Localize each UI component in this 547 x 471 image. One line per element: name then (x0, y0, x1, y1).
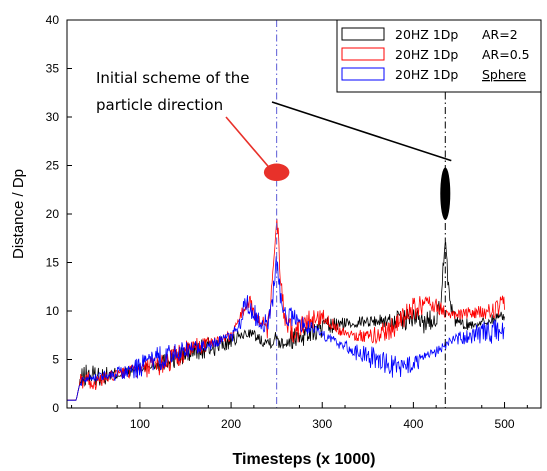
legend-swatch (341, 67, 385, 81)
axis-ticks: 0 5 10 15 20 25 30 35 40 100 200 300 400 500 (46, 13, 528, 431)
legend-swatch (341, 47, 385, 61)
y-tick-label: 35 (46, 62, 60, 76)
legend-config-label: 20HZ 1Dp (395, 47, 458, 62)
red-ellipse-particle (263, 163, 290, 182)
annotation-pointer-black (271, 101, 452, 162)
series-line-3 (67, 256, 505, 401)
y-axis-title: Distance / Dp (10, 169, 27, 259)
x-tick-label: 500 (495, 417, 515, 431)
annotation-text-line1: Initial scheme of the (96, 69, 250, 87)
y-tick-label: 15 (46, 256, 60, 270)
legend-series-label: AR=2 (482, 27, 518, 42)
legend-swatch (341, 27, 385, 41)
legend: 20HZ 1Dp AR=2 20HZ 1Dp AR=0.5 20HZ 1Dp Sphere (336, 19, 542, 93)
annotation-pointer-red (225, 116, 272, 170)
x-tick-label: 100 (130, 417, 150, 431)
y-tick-label: 10 (46, 304, 60, 318)
legend-config-label: 20HZ 1Dp (395, 27, 458, 42)
x-tick-label: 300 (312, 417, 332, 431)
black-ellipse-particle (440, 167, 451, 220)
series-layer (67, 218, 505, 401)
y-tick-label: 5 (52, 353, 59, 367)
series-line-2 (67, 218, 505, 401)
legend-entry: 20HZ 1Dp AR=2 (341, 27, 518, 42)
x-tick-label: 200 (221, 417, 241, 431)
legend-config-label: 20HZ 1Dp (395, 67, 458, 82)
legend-series-label: Sphere (482, 67, 526, 82)
y-tick-label: 20 (46, 207, 60, 221)
legend-series-label: AR=0.5 (482, 47, 530, 62)
y-tick-label: 0 (52, 401, 59, 415)
x-tick-label: 400 (403, 417, 423, 431)
annotation-text-line2: particle direction (96, 96, 223, 114)
x-axis-title: Timesteps (x 1000) (233, 451, 376, 468)
y-tick-label: 40 (46, 13, 60, 27)
annotation: Initial scheme of the particle direction (96, 69, 452, 220)
y-tick-label: 30 (46, 110, 60, 124)
y-tick-label: 25 (46, 159, 60, 173)
legend-entry: 20HZ 1Dp AR=0.5 (341, 47, 530, 62)
legend-entry: 20HZ 1Dp Sphere (341, 67, 526, 82)
